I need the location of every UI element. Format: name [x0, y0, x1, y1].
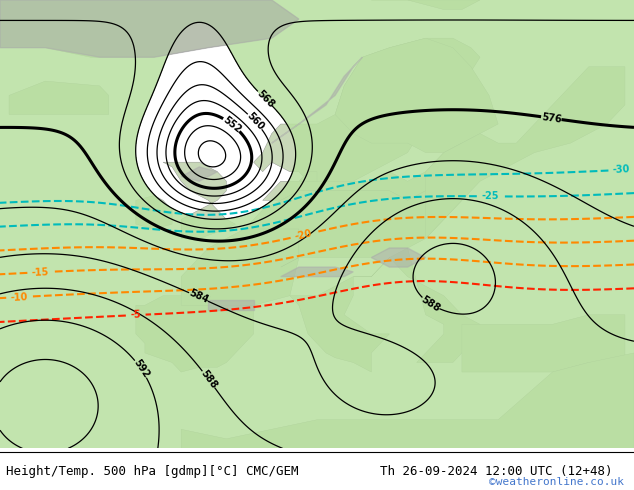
Polygon shape [290, 277, 389, 372]
Text: -20: -20 [294, 228, 313, 242]
Text: -25: -25 [481, 191, 498, 201]
Text: -15: -15 [31, 267, 49, 278]
Polygon shape [425, 67, 625, 239]
Polygon shape [372, 248, 425, 267]
Text: 588: 588 [419, 294, 442, 314]
Polygon shape [245, 172, 462, 267]
Text: 584: 584 [187, 288, 210, 306]
Polygon shape [181, 229, 299, 305]
Text: -5: -5 [130, 310, 141, 320]
Polygon shape [0, 0, 299, 57]
Polygon shape [209, 300, 254, 310]
Polygon shape [136, 196, 172, 229]
Polygon shape [136, 296, 254, 372]
Polygon shape [163, 162, 235, 239]
Polygon shape [299, 172, 317, 191]
Text: 592: 592 [131, 358, 151, 380]
Polygon shape [181, 353, 634, 448]
Text: Th 26-09-2024 12:00 UTC (12+48): Th 26-09-2024 12:00 UTC (12+48) [380, 465, 613, 478]
Text: 560: 560 [245, 111, 266, 132]
Text: ©weatheronline.co.uk: ©weatheronline.co.uk [489, 477, 624, 487]
Polygon shape [353, 248, 480, 363]
Polygon shape [181, 167, 217, 181]
Text: 588: 588 [198, 368, 219, 391]
Text: 552: 552 [221, 114, 243, 135]
Polygon shape [254, 38, 480, 191]
Text: -10: -10 [10, 292, 28, 302]
Text: 576: 576 [541, 112, 562, 124]
Text: -30: -30 [612, 165, 630, 175]
Polygon shape [0, 0, 299, 57]
Polygon shape [335, 38, 498, 152]
Text: Height/Temp. 500 hPa [gdmp][°C] CMC/GEM: Height/Temp. 500 hPa [gdmp][°C] CMC/GEM [6, 465, 299, 478]
Polygon shape [272, 57, 362, 143]
Text: 568: 568 [254, 88, 276, 109]
Polygon shape [262, 143, 480, 200]
Polygon shape [462, 315, 625, 372]
Polygon shape [372, 0, 480, 9]
Polygon shape [9, 81, 108, 115]
Polygon shape [281, 267, 353, 277]
